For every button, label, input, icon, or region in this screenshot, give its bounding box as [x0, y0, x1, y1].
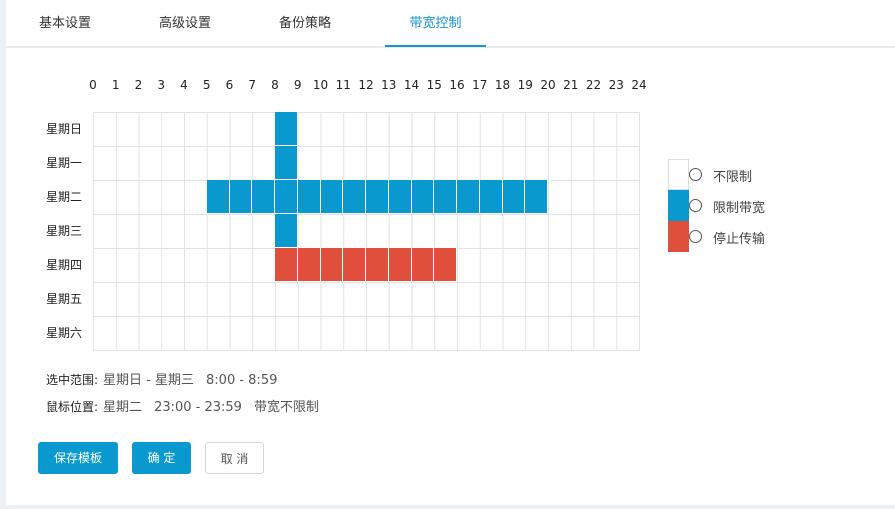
hour-label-19: 19 [517, 78, 533, 92]
day-label-4: 星期四 [46, 258, 83, 272]
schedule-cell-limit[interactable] [297, 180, 321, 214]
hour-label-20: 20 [540, 78, 556, 92]
mouse-day: 星期二 [103, 400, 143, 415]
hour-label-8: 8 [271, 78, 279, 92]
active-tab-indicator [385, 45, 486, 47]
schedule-cell-stop[interactable] [411, 248, 435, 282]
save-template-button[interactable]: 保存模板 [38, 442, 118, 474]
tab-backup-policy[interactable]: 备份策略 [278, 16, 331, 31]
schedule-cell-limit[interactable] [320, 180, 344, 214]
hour-label-18: 18 [494, 78, 511, 92]
tab-bandwidth-control[interactable]: 带宽控制 [409, 16, 462, 31]
selection-range: 选中范围: 星期日 - 星期三 8:00 - 8:59 [46, 369, 277, 388]
selection-range-label: 选中范围: [46, 373, 99, 387]
schedule-cell-limit[interactable] [388, 180, 412, 214]
schedule-cell-limit[interactable] [275, 214, 298, 248]
hour-label-16: 16 [449, 78, 465, 92]
selection-time: 8:00 - 8:59 [206, 373, 278, 388]
legend-radio-no-limit[interactable] [689, 168, 702, 181]
tab-basic-settings[interactable]: 基本设置 [38, 16, 91, 31]
legend-label-stop: 停止传输 [713, 232, 766, 247]
hour-label-5: 5 [202, 78, 211, 92]
bandwidth-panel: 基本设置 高级设置 备份策略 带宽控制 0 1 2 3 4 5 6 7 8 9 10 11 12 13 14… [6, 0, 895, 505]
hour-label-24: 24 [631, 78, 647, 92]
schedule-cell-limit[interactable] [502, 180, 526, 214]
day-axis: 星期日星期一星期二星期三星期四星期五星期六 [6, 112, 106, 350]
schedule-cell-limit[interactable] [275, 180, 298, 214]
tab-advanced-settings[interactable]: 高级设置 [158, 16, 211, 31]
schedule-cell-limit[interactable] [411, 180, 435, 214]
legend-swatch-stop [668, 221, 689, 252]
schedule-cell-stop[interactable] [388, 248, 412, 282]
day-label-3: 星期三 [46, 224, 83, 238]
day-label-0: 星期日 [46, 122, 83, 136]
mouse-status: 带宽不限制 [253, 400, 319, 415]
hour-axis: 0 1 2 3 4 5 6 7 8 9 10 11 12 13 14 15 16 17 18 19 20 21 22 23 24 [6, 78, 706, 94]
tab-bar: 基本设置 高级设置 备份策略 带宽控制 [6, 0, 895, 48]
hour-label-12: 12 [358, 78, 374, 92]
mouse-position: 鼠标位置: 星期二 23:00 - 23:59 带宽不限制 [46, 396, 319, 415]
legend-swatch-no-limit [668, 159, 689, 190]
mouse-time: 23:00 - 23:59 [154, 400, 242, 415]
schedule-cell-stop[interactable] [434, 248, 457, 282]
schedule-cell-limit[interactable] [275, 146, 298, 180]
hour-label-22: 22 [585, 78, 602, 92]
confirm-button[interactable]: 确 定 [132, 442, 191, 474]
schedule-cell-limit[interactable] [229, 180, 253, 214]
schedule-cell-limit[interactable] [366, 180, 389, 214]
day-label-5: 星期五 [46, 292, 83, 306]
hour-label-1: 1 [111, 78, 120, 92]
hour-label-3: 3 [157, 78, 166, 92]
legend-radio-stop[interactable] [689, 230, 702, 243]
hour-label-17: 17 [472, 78, 488, 92]
schedule-cell-limit[interactable] [434, 180, 457, 214]
schedule-cell-limit[interactable] [479, 180, 503, 214]
hour-label-9: 9 [293, 78, 302, 92]
schedule-cell-limit[interactable] [252, 180, 275, 214]
cancel-button[interactable]: 取 消 [205, 442, 264, 474]
hour-label-6: 6 [225, 78, 234, 92]
hour-label-4: 4 [180, 78, 188, 92]
schedule-cell-limit[interactable] [525, 180, 548, 214]
day-label-1: 星期一 [46, 156, 83, 170]
hour-label-15: 15 [426, 78, 442, 92]
schedule-cell-limit[interactable] [275, 112, 298, 146]
legend-swatch-limit [668, 190, 689, 221]
hour-label-23: 23 [608, 78, 624, 92]
schedule-cell-stop[interactable] [275, 248, 298, 282]
schedule-cell-stop[interactable] [320, 248, 344, 282]
schedule-cell-limit[interactable] [457, 180, 480, 214]
schedule-grid[interactable] [93, 112, 640, 351]
day-label-6: 星期六 [46, 326, 83, 340]
schedule-cell-stop[interactable] [343, 248, 366, 282]
mouse-position-label: 鼠标位置: [46, 400, 99, 414]
hour-label-7: 7 [248, 78, 257, 92]
hour-label-21: 21 [563, 78, 579, 92]
legend-radio-limit[interactable] [689, 199, 702, 212]
hour-label-11: 11 [335, 78, 351, 92]
hour-label-13: 13 [381, 78, 397, 92]
schedule-cell-limit[interactable] [343, 180, 366, 214]
schedule-cell-limit[interactable] [206, 180, 230, 214]
hour-label-2: 2 [134, 78, 143, 92]
legend-label-limit: 限制带宽 [713, 201, 766, 216]
legend-label-no-limit: 不限制 [713, 170, 753, 185]
hour-label-0: 0 [89, 78, 97, 92]
hour-label-10: 10 [312, 78, 329, 92]
day-label-2: 星期二 [46, 190, 83, 204]
schedule-cell-stop[interactable] [366, 248, 389, 282]
schedule-cell-stop[interactable] [297, 248, 321, 282]
selection-days: 星期日 - 星期三 [103, 373, 195, 388]
hour-label-14: 14 [403, 78, 420, 92]
